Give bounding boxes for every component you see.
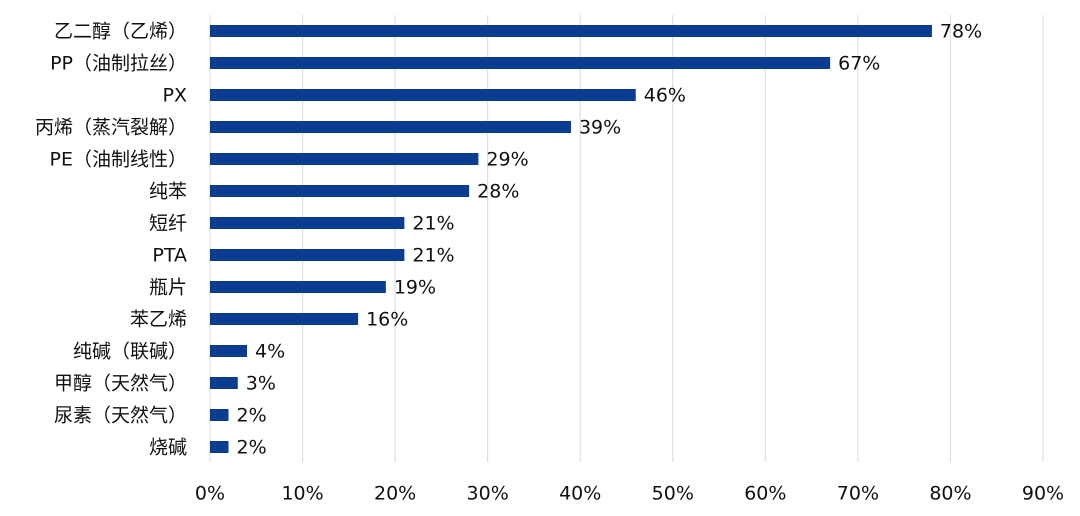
data-label: 21%	[412, 213, 454, 235]
y-tick-label: 烧碱	[149, 437, 187, 459]
bar	[210, 217, 405, 229]
y-tick-label: PE（油制线性）	[50, 149, 187, 171]
data-label: 78%	[940, 21, 982, 43]
bar	[210, 313, 359, 325]
data-label: 21%	[412, 245, 454, 267]
y-tick-label: 短纤	[149, 213, 187, 235]
data-label: 4%	[255, 341, 285, 363]
y-tick-label: 甲醇（天然气）	[54, 373, 187, 395]
x-tick-label: 20%	[374, 483, 416, 505]
y-tick-label: PP（油制拉丝）	[50, 53, 187, 75]
x-tick-label: 50%	[652, 483, 694, 505]
y-tick-label: 尿素（天然气）	[54, 405, 187, 427]
y-tick-label: PTA	[152, 245, 187, 267]
y-tick-label: 乙二醇（乙烯）	[54, 21, 187, 43]
bar	[210, 249, 405, 261]
y-tick-label: 瓶片	[149, 277, 187, 299]
bar	[210, 441, 229, 453]
x-tick-label: 60%	[744, 483, 786, 505]
x-tick-label: 90%	[1022, 483, 1064, 505]
data-label: 2%	[237, 437, 267, 459]
bar	[210, 57, 831, 69]
x-tick-label: 70%	[837, 483, 879, 505]
bar	[210, 281, 386, 293]
bar	[210, 185, 470, 197]
x-tick-label: 80%	[929, 483, 971, 505]
x-tick-label: 10%	[281, 483, 323, 505]
bar	[210, 409, 229, 421]
data-label: 16%	[366, 309, 408, 331]
bar	[210, 345, 248, 357]
bar	[210, 25, 932, 37]
x-tick-label: 0%	[195, 483, 225, 505]
bar	[210, 153, 479, 165]
y-tick-label: 丙烯（蒸汽裂解）	[35, 117, 187, 139]
y-tick-label: 苯乙烯	[130, 309, 187, 331]
bar	[210, 121, 571, 133]
y-tick-label: 纯碱（联碱）	[73, 341, 187, 363]
bar	[210, 89, 636, 101]
y-tick-label: 纯苯	[149, 181, 187, 203]
x-tick-label: 30%	[467, 483, 509, 505]
data-label: 19%	[394, 277, 436, 299]
data-label: 39%	[579, 117, 621, 139]
data-label: 29%	[486, 149, 528, 171]
x-tick-label: 40%	[559, 483, 601, 505]
data-label: 28%	[477, 181, 519, 203]
y-tick-label: PX	[163, 85, 187, 107]
bar	[210, 377, 238, 389]
data-label: 46%	[644, 85, 686, 107]
data-label: 3%	[246, 373, 276, 395]
data-label: 2%	[237, 405, 267, 427]
data-label: 67%	[838, 53, 880, 75]
